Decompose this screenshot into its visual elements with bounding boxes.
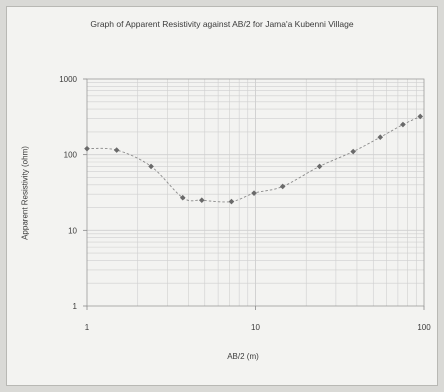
data-point xyxy=(198,197,205,204)
y-tick-label: 10 xyxy=(68,226,77,235)
data-point xyxy=(279,183,286,190)
y-tick-label: 100 xyxy=(64,151,78,160)
data-point xyxy=(113,147,120,153)
data-point xyxy=(316,163,323,170)
y-tick-label: 1000 xyxy=(59,75,77,84)
points-layer xyxy=(84,113,424,205)
grid-layer xyxy=(87,79,424,306)
y-tick-label: 1 xyxy=(73,302,78,311)
ticks-layer: 1 10 100 1 10 100 1000 xyxy=(59,75,431,332)
data-point xyxy=(228,198,235,205)
data-point xyxy=(84,145,90,152)
x-tick-label: 100 xyxy=(417,323,431,332)
x-tick-label: 1 xyxy=(85,323,90,332)
x-tick-label: 10 xyxy=(251,323,260,332)
data-point xyxy=(400,121,406,128)
data-point xyxy=(350,148,356,155)
data-point xyxy=(417,113,424,120)
x-axis-label: AB/2 (m) xyxy=(227,352,259,361)
chart-paper xyxy=(6,6,438,386)
curve-layer xyxy=(86,116,421,203)
data-point xyxy=(377,134,384,141)
data-point xyxy=(251,190,257,196)
data-point xyxy=(179,194,186,201)
data-point xyxy=(148,163,154,170)
fitted-curve xyxy=(86,116,421,203)
chart-title: Graph of Apparent Resistivity against AB… xyxy=(90,19,354,29)
